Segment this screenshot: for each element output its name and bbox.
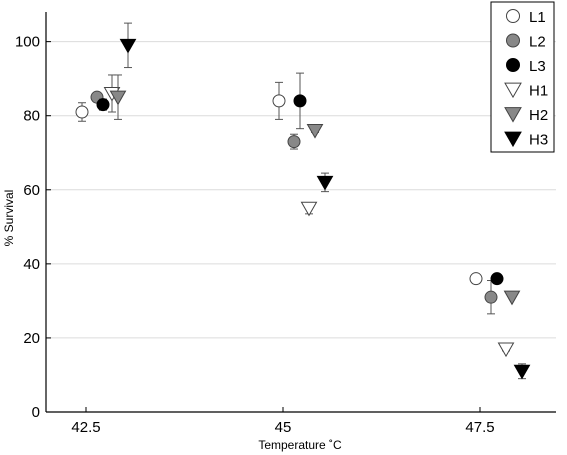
y-tick-label-0: 0: [32, 404, 40, 421]
legend-label-L1: L1: [529, 9, 546, 26]
y-tick-label-60: 60: [23, 182, 40, 199]
point-H1-47.5: [497, 342, 515, 358]
point-L3-45: [293, 94, 307, 108]
series-H3: [119, 22, 531, 380]
point-L2-45: [287, 135, 301, 149]
legend-box: [490, 1, 555, 153]
point-H3-47.5: [513, 364, 531, 380]
series-L3: [96, 72, 504, 286]
point-L3-42.5: [96, 98, 110, 112]
point-L1-47.5: [469, 272, 483, 286]
axes: 0 20 40 60 80 100 42.5 45 47.5: [15, 12, 556, 436]
x-axis-label: Temperature ˚C: [258, 438, 342, 452]
point-H3-45: [316, 175, 334, 191]
series-H1: [103, 74, 515, 358]
grid-lines: [46, 41, 556, 339]
y-tick-label-80: 80: [23, 108, 40, 125]
legend-label-L2: L2: [529, 34, 546, 51]
series-H2: [109, 74, 521, 306]
data-marks: [75, 22, 531, 380]
point-H1-45: [300, 201, 318, 217]
point-H2-42.5: [109, 90, 127, 106]
y-tick-label-20: 20: [23, 330, 40, 347]
point-L1-42.5: [75, 105, 89, 119]
point-L2-47.5: [484, 290, 498, 304]
legend-marker-L2: [506, 33, 520, 48]
legend-label-H2: H2: [529, 107, 548, 124]
series-L2: [90, 90, 498, 315]
point-H2-47.5: [503, 290, 521, 306]
legend: L1 L2 L3 H1 H2 H3: [490, 1, 555, 153]
legend-marker-H2: [504, 107, 522, 123]
series-L1: [75, 81, 483, 286]
x-tick-label-45: 45: [275, 419, 292, 436]
point-L3-47.5: [490, 272, 504, 286]
legend-label-H3: H3: [529, 132, 548, 149]
point-H2-45: [306, 124, 324, 139]
point-H3-42.5: [119, 38, 137, 54]
point-L1-45: [272, 94, 286, 108]
legend-label-L3: L3: [529, 58, 546, 75]
y-tick-label-40: 40: [23, 256, 40, 273]
legend-label-H1: H1: [529, 83, 548, 100]
y-tick-label-100: 100: [15, 34, 40, 51]
legend-marker-H3: [504, 131, 522, 148]
legend-marker-L3: [506, 58, 520, 72]
legend-marker-H1: [504, 82, 522, 99]
x-tick-label-42.5: 42.5: [71, 419, 100, 436]
x-tick-label-47.5: 47.5: [465, 419, 494, 436]
legend-marker-L1: [506, 9, 520, 23]
y-axis-label: % Survival: [2, 190, 16, 247]
